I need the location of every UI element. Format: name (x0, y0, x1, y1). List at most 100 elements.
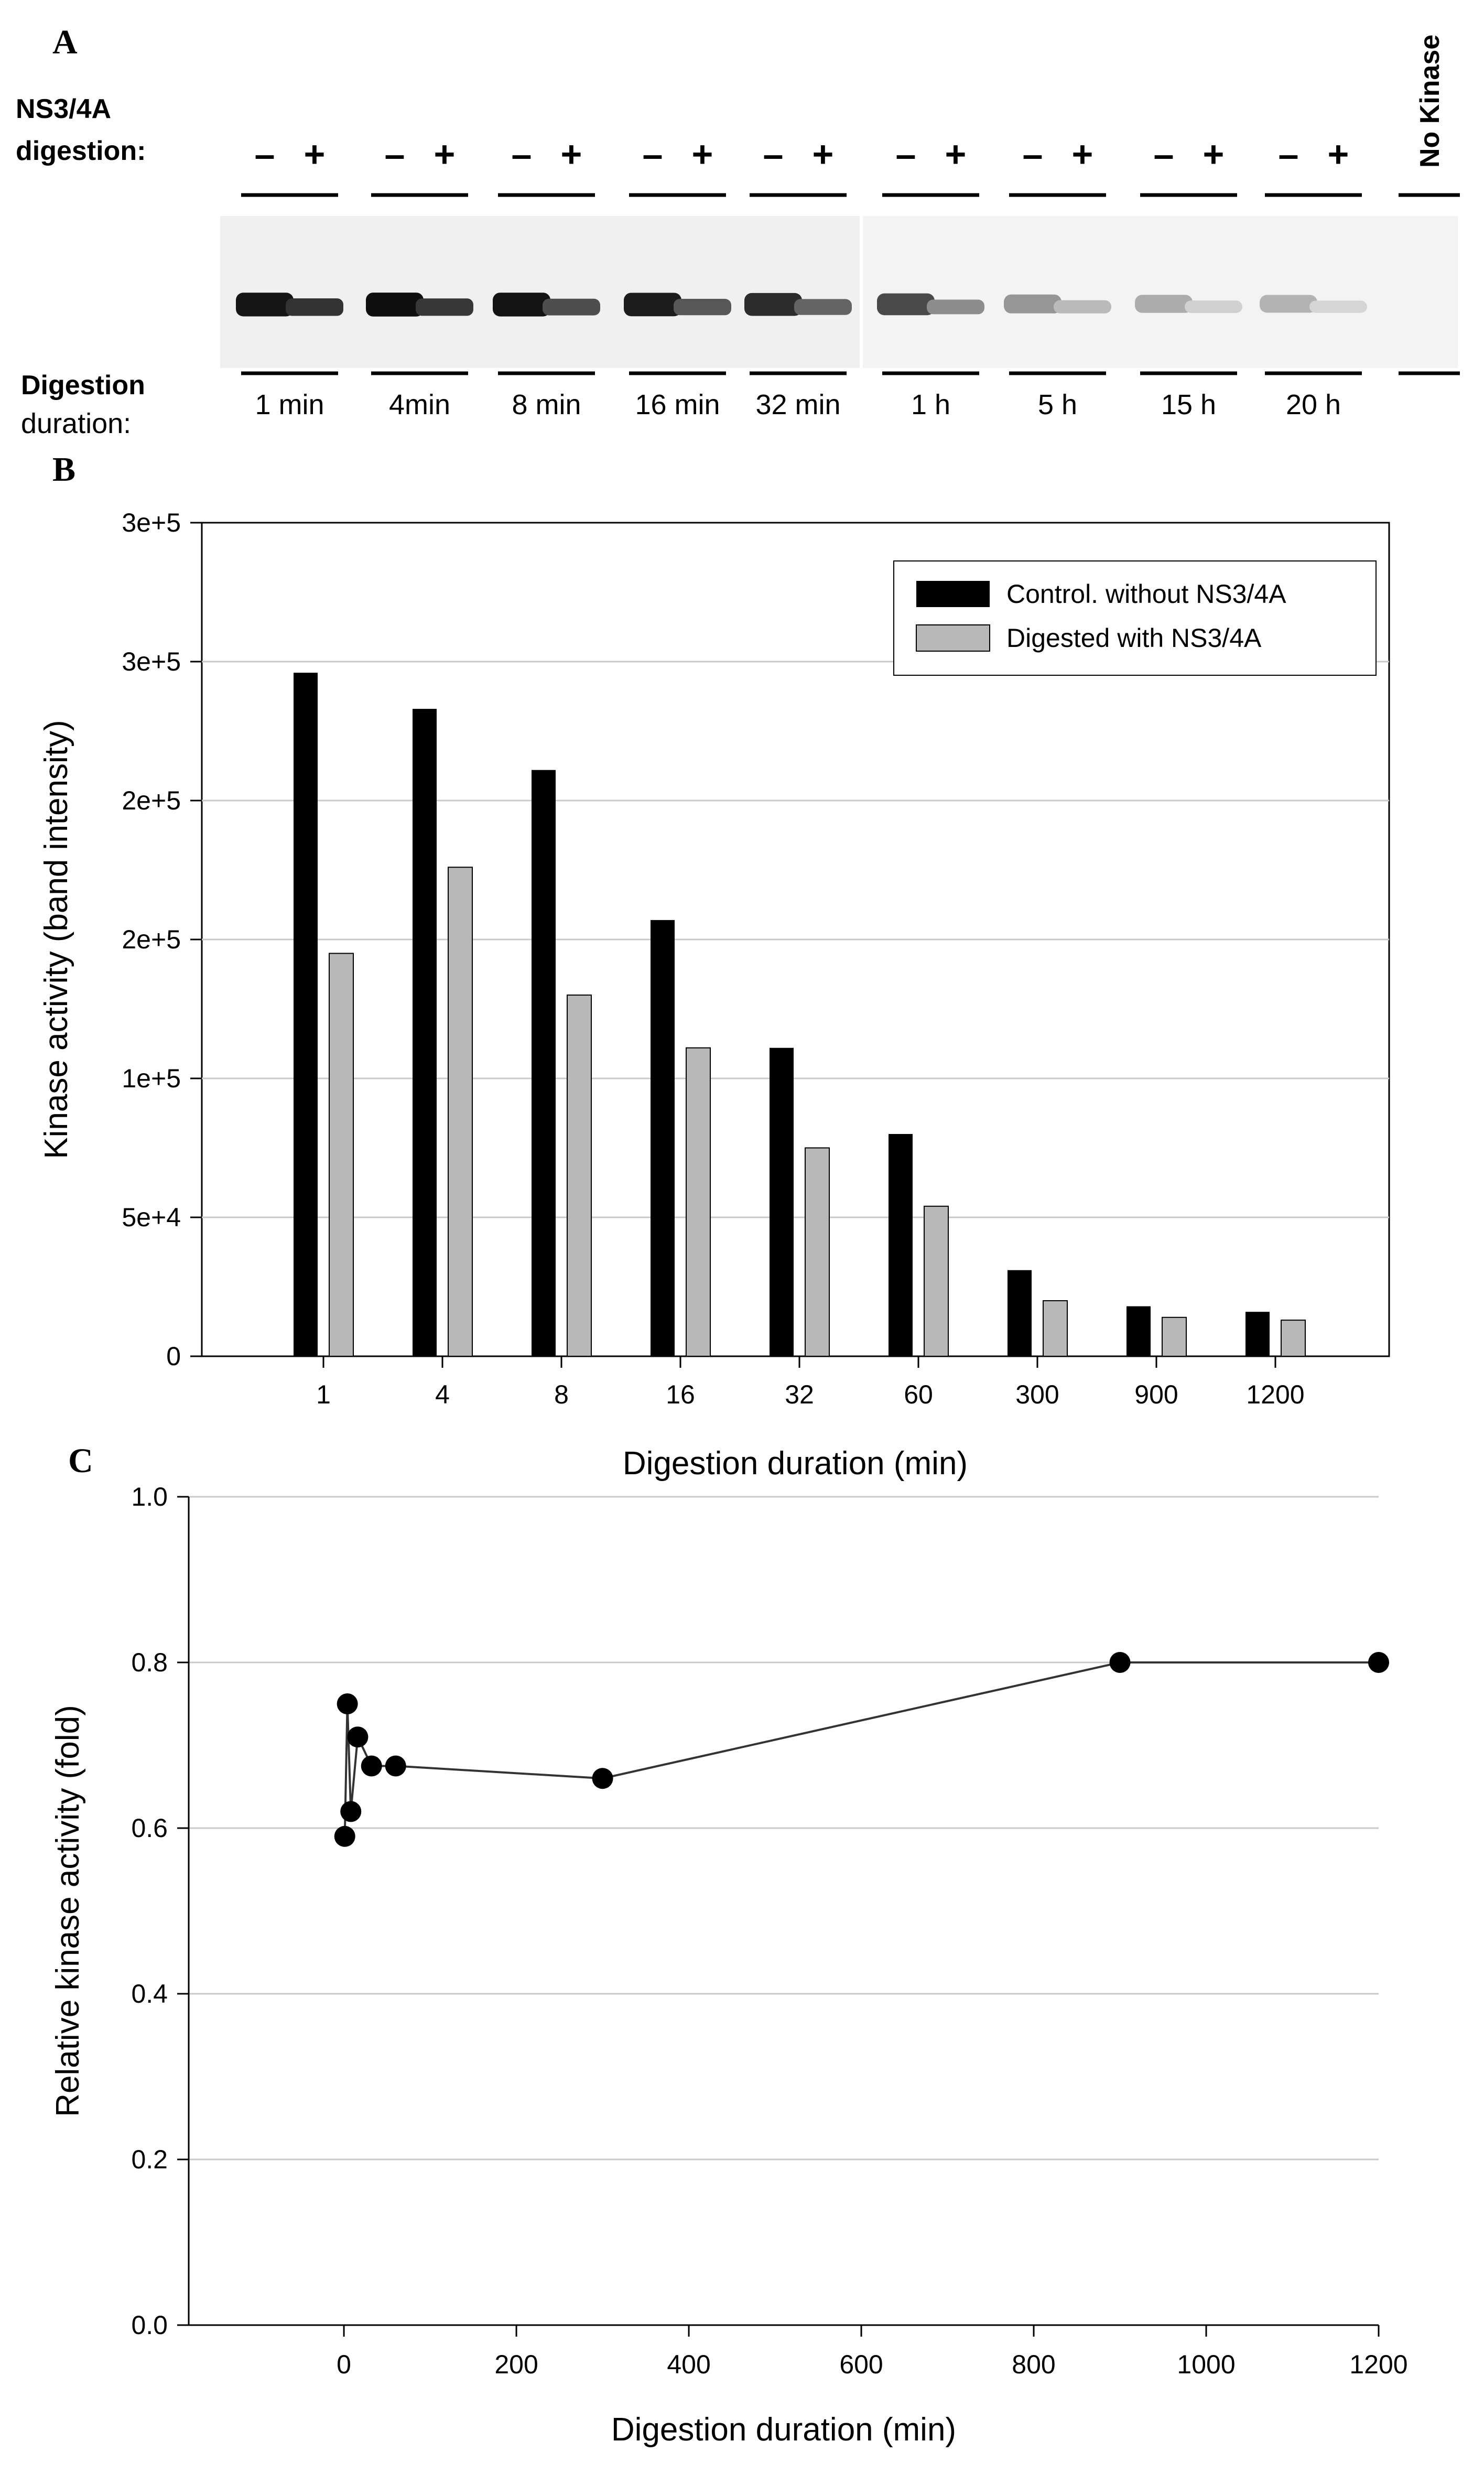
line-chart-y-tick-label: 0.8 (131, 1648, 168, 1677)
bar-control (889, 1134, 913, 1356)
bar-chart-x-tick-label: 300 (1015, 1380, 1059, 1409)
bar-chart-x-tick-label: 32 (785, 1380, 814, 1409)
line-chart-y-tick-label: 0.2 (131, 2145, 168, 2174)
gel-minus-sign: – (385, 134, 405, 175)
bar-control (651, 920, 675, 1356)
gel-lane-label: 4min (389, 389, 450, 420)
gel-plus-sign: + (434, 134, 456, 175)
bar-digested (1281, 1320, 1306, 1357)
panel-label-c: C (68, 1442, 93, 1480)
gel-minus-sign: – (255, 134, 275, 175)
gel-row-label-line1: NS3/4A (16, 94, 111, 124)
gel-band-digested (927, 299, 984, 315)
gel-band-digested (794, 299, 852, 315)
bar-chart-x-tick-label: 1200 (1246, 1380, 1304, 1409)
gel-minus-sign: – (643, 134, 663, 175)
gel-minus-sign: – (763, 134, 784, 175)
bar-control (294, 673, 318, 1356)
bar-chart-y-axis-label: Kinase activity (band intensity) (38, 720, 74, 1159)
gel-band-digested (1309, 300, 1367, 313)
line-chart-x-tick-label: 0 (337, 2350, 351, 2379)
line-chart-y-tick-label: 0.0 (131, 2310, 168, 2340)
line-chart-x-tick-label: 600 (839, 2350, 883, 2379)
gel-band-digested (674, 299, 731, 316)
bar-chart-x-ticks: 1 4 8 16 32 60 300 900 1200 (316, 1356, 1305, 1409)
bar-control (1245, 1312, 1270, 1356)
bar-chart-x-tick-label: 1 (316, 1380, 331, 1409)
gel-duration-label-line1: Digestion (21, 370, 145, 401)
panel-label-a: A (52, 23, 78, 61)
bar-chart-y-tick-label: 5e+4 (122, 1203, 181, 1232)
line-chart-y-tick-label: 0.4 (131, 1979, 168, 2008)
gel-plus-sign: + (304, 134, 326, 175)
bar-chart-x-axis-label: Digestion duration (min) (623, 1445, 968, 1482)
bar-control (413, 709, 437, 1356)
line-chart-point (347, 1726, 369, 1748)
line-chart-x-tick-label: 1200 (1349, 2350, 1407, 2379)
gel-lane-label: 1 min (255, 389, 324, 420)
line-chart-x-axis-label: Digestion duration (min) (611, 2412, 956, 2448)
gel-band-digested (416, 298, 473, 316)
gel-band-control (1260, 295, 1317, 313)
gel-plus-sign: + (945, 134, 967, 175)
gel-lane-label: 20 h (1286, 389, 1341, 420)
gel-row-label-line2: digestion: (16, 136, 146, 166)
line-chart-point (592, 1768, 613, 1789)
bar-chart-x-tick-label: 4 (435, 1380, 450, 1409)
line-chart-y-ticks: 0.0 0.2 0.4 0.6 0.8 1.0 (131, 1482, 189, 2340)
line-chart-series (334, 1652, 1389, 1847)
gel-image-right (863, 216, 1458, 368)
line-chart-gridlines (189, 1496, 1379, 2160)
gel-band-control (1135, 295, 1193, 313)
gel-band-control (877, 293, 935, 316)
gel-plus-sign: + (813, 134, 834, 175)
gel-panel: NS3/4A digestion: Digestion duration: No… (16, 35, 1460, 439)
line-chart-y-tick-label: 1.0 (131, 1482, 168, 1511)
gel-minus-sign: – (1023, 134, 1043, 175)
bar-digested (1043, 1300, 1068, 1357)
bar-chart-x-tick-label: 900 (1134, 1380, 1178, 1409)
bar-chart-y-tick-label: 3e+5 (122, 508, 181, 537)
gel-minus-sign: – (1279, 134, 1299, 175)
gel-lane-label: 8 min (512, 389, 581, 420)
gel-band-control (236, 293, 294, 317)
bar-digested (686, 1047, 711, 1357)
gel-band-digested (1054, 300, 1111, 314)
gel-band-digested (286, 298, 343, 316)
line-chart-series-line (343, 1661, 1379, 1836)
panel-label-b: B (52, 450, 75, 489)
gel-image-left (220, 216, 860, 368)
bar-control (532, 770, 556, 1356)
bar-digested (567, 995, 592, 1357)
gel-minus-sign: – (896, 134, 916, 175)
gel-band-digested (1185, 300, 1242, 313)
gel-plus-sign: + (692, 134, 713, 175)
line-chart-y-axis-label: Relative kinase activity (fold) (50, 1705, 86, 2117)
bar-chart: 0 5e+4 1e+5 2e+5 2e+5 3e+5 3e+5 1 4 8 16 32 60 300 90… (38, 508, 1390, 1482)
legend-label-digested: Digested with NS3/4A (1006, 623, 1262, 653)
legend-swatch-digested (916, 624, 990, 652)
bar-chart-y-tick-label: 2e+5 (122, 786, 181, 815)
gel-band-control (624, 293, 681, 317)
no-kinase-label: No Kinase (1415, 35, 1445, 168)
gel-band-digested (543, 298, 600, 316)
line-chart-x-ticks: 0 200 400 600 800 1000 1200 (337, 2325, 1408, 2379)
gel-band-control (1004, 294, 1061, 314)
line-chart-point (385, 1755, 406, 1777)
line-chart-point (1109, 1652, 1131, 1673)
bar-chart-x-tick-label: 8 (554, 1380, 569, 1409)
line-chart-x-tick-label: 200 (494, 2350, 538, 2379)
gel-band-control (493, 293, 550, 317)
bar-chart-y-tick-label: 1e+5 (122, 1064, 181, 1093)
line-chart-point (340, 1801, 362, 1822)
bar-digested (329, 953, 354, 1357)
line-chart-x-tick-label: 800 (1012, 2350, 1055, 2379)
gel-lane-label: 15 h (1161, 389, 1216, 420)
bar-chart-bars (294, 673, 1306, 1357)
gel-lane-label: 1 h (911, 389, 950, 420)
bar-chart-y-tick-label: 3e+5 (122, 647, 181, 676)
gel-duration-label-line2: duration: (21, 408, 131, 439)
line-chart-x-tick-label: 1000 (1177, 2350, 1235, 2379)
line-chart-point (361, 1755, 382, 1777)
bar-control (770, 1047, 794, 1356)
